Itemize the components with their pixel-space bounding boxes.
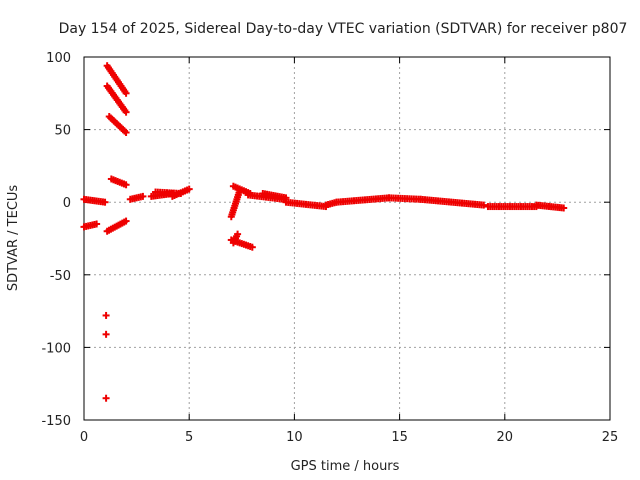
x-tick-label: 25 <box>602 430 619 445</box>
data-point <box>560 204 568 212</box>
data-point <box>177 189 185 197</box>
x-axis-label: GPS time / hours <box>291 459 400 474</box>
data-point <box>93 220 101 228</box>
grid-lines <box>84 57 610 420</box>
y-tick-label: 0 <box>63 196 71 211</box>
data-point <box>101 198 109 206</box>
data-points <box>80 62 568 402</box>
data-point <box>248 243 256 251</box>
axis-ticks: 0 5 10 15 20 25 -150 -100 -50 0 50 100 <box>41 51 618 445</box>
data-point <box>139 192 147 200</box>
data-point <box>122 181 130 189</box>
data-point <box>480 201 488 209</box>
x-tick-label: 15 <box>391 430 408 445</box>
data-point <box>102 330 110 338</box>
x-tick-label: 0 <box>80 430 88 445</box>
x-tick-label: 20 <box>497 430 514 445</box>
y-axis-label: SDTVAR / TECUs <box>6 185 21 292</box>
chart-title: Day 154 of 2025, Sidereal Day-to-day VTE… <box>59 21 628 37</box>
data-point <box>234 230 242 238</box>
plot-frame <box>83 56 611 421</box>
data-point <box>102 311 110 319</box>
y-tick-label: -50 <box>50 269 71 284</box>
y-tick-label: 100 <box>46 51 71 66</box>
data-point <box>102 394 110 402</box>
y-tick-label: 50 <box>54 124 71 139</box>
data-point <box>122 89 130 97</box>
x-tick-label: 10 <box>286 430 303 445</box>
y-tick-label: -100 <box>41 341 71 356</box>
y-tick-label: -150 <box>41 414 71 429</box>
data-point <box>122 129 130 137</box>
data-point <box>122 217 130 225</box>
x-tick-label: 5 <box>185 430 193 445</box>
data-point <box>122 108 130 116</box>
data-point <box>185 185 193 193</box>
